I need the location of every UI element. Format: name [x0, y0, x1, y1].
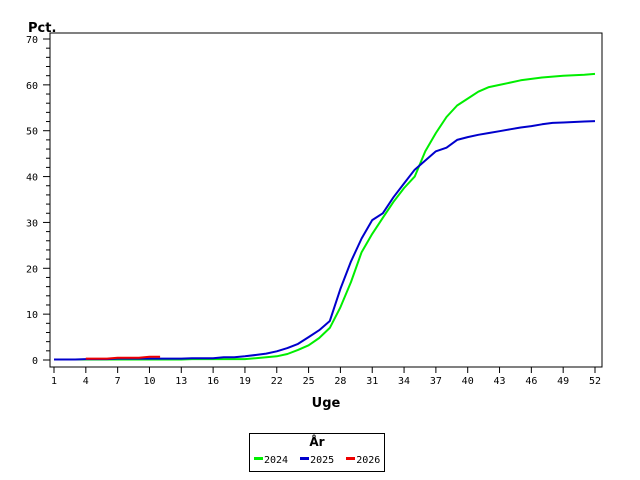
y-tick-label: 10 [26, 310, 38, 321]
x-tick-label: 43 [494, 376, 506, 387]
legend-swatch [346, 456, 356, 460]
y-tick-label: 60 [26, 81, 38, 92]
legend: År 2024 2025 2026 [249, 433, 385, 472]
x-tick-label: 22 [271, 376, 283, 387]
x-tick-label: 37 [430, 376, 442, 387]
x-axis-title: Uge [312, 396, 341, 411]
x-axis: 1 4 7 10 13 16 19 22 25 28 31 34 37 40 43 46 49 52 [51, 367, 601, 387]
x-tick-label: 31 [366, 376, 378, 387]
legend-label: 2026 [356, 455, 381, 466]
x-tick-label: 40 [462, 376, 474, 387]
x-tick-label: 4 [83, 376, 89, 387]
legend-items: 2024 2025 2026 [254, 455, 380, 466]
x-tick-label: 52 [589, 376, 601, 387]
x-tick-label: 16 [207, 376, 219, 387]
y-tick-label: 20 [26, 264, 38, 275]
x-tick-label: 1 [51, 376, 57, 387]
series-lines [54, 72, 596, 361]
x-tick-label: 13 [175, 376, 187, 387]
legend-item-2025: 2025 [300, 455, 334, 466]
y-tick-label: 30 [26, 218, 38, 229]
legend-item-2026: 2026 [346, 455, 380, 466]
y-tick-label: 50 [26, 127, 38, 138]
x-tick-label: 49 [557, 376, 569, 387]
x-tick-label: 46 [525, 376, 537, 387]
x-tick-label: 10 [143, 376, 155, 387]
legend-label: 2025 [310, 455, 335, 466]
legend-label: 2024 [264, 455, 289, 466]
x-tick-label: 19 [239, 376, 251, 387]
x-tick-label: 25 [303, 376, 315, 387]
series-line-2025 [54, 120, 596, 361]
y-tick-label: 0 [32, 356, 38, 367]
x-tick-label: 7 [115, 376, 121, 387]
series-line-2026 [85, 355, 161, 360]
plot-frame [49, 32, 603, 368]
x-tick-label: 34 [398, 376, 410, 387]
y-tick-label: 70 [26, 35, 38, 46]
legend-title: År [309, 435, 325, 449]
x-tick-label: 28 [334, 376, 346, 387]
y-axis-title: Pct. [28, 21, 56, 36]
legend-swatch [300, 456, 310, 460]
y-tick-label: 40 [26, 173, 38, 184]
legend-item-2024: 2024 [254, 455, 288, 466]
legend-swatch [254, 456, 263, 460]
y-axis: 0 10 20 30 40 50 60 70 [26, 35, 50, 367]
